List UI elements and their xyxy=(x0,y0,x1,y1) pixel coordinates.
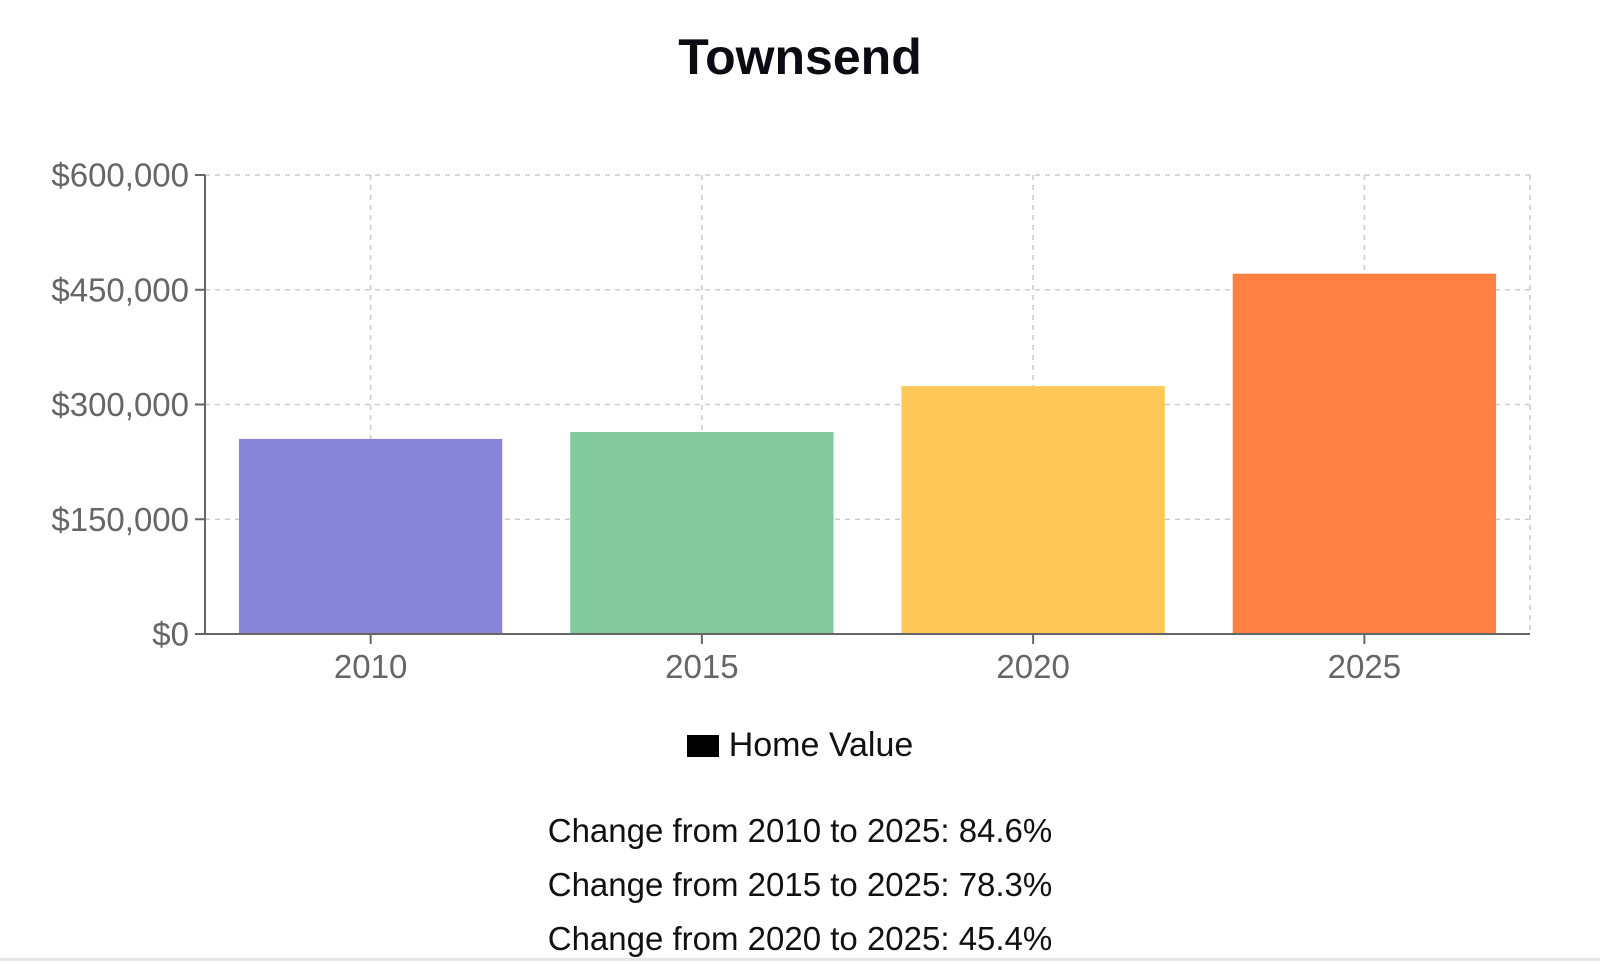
bars xyxy=(238,273,1497,634)
bar-2020 xyxy=(901,386,1165,634)
change-summary: Change from 2010 to 2025: 84.6% Change f… xyxy=(0,804,1600,966)
legend-swatch xyxy=(686,734,719,757)
x-tick-label-2015: 2015 xyxy=(665,648,738,685)
x-tick-label-2020: 2020 xyxy=(996,648,1069,685)
change-line-2010: Change from 2010 to 2025: 84.6% xyxy=(547,812,1053,849)
x-tick-label-2010: 2010 xyxy=(334,648,407,685)
bar-2015 xyxy=(570,432,834,634)
bar-2025 xyxy=(1232,273,1497,634)
y-tick-label-1: $150,000 xyxy=(51,501,189,538)
legend: Home Value xyxy=(0,726,1600,765)
change-line-2015: Change from 2015 to 2025: 78.3% xyxy=(547,866,1053,903)
bottom-divider xyxy=(0,958,1600,961)
chart-title: Townsend xyxy=(678,29,922,85)
y-tick-label-4: $600,000 xyxy=(51,157,189,194)
y-tick-label-0: $0 xyxy=(152,616,189,653)
bar-chart: $0$150,000$300,000$450,000$600,000 2010 2… xyxy=(51,157,1531,685)
change-line-2020: Change from 2020 to 2025: 45.4% xyxy=(547,920,1053,957)
x-axis-ticks: 2010 2015 2020 2025 xyxy=(334,634,1401,685)
y-axis-ticks: $0 $150,000 $300,000 $450,000 $600,000 xyxy=(51,157,205,653)
legend-label: Home Value xyxy=(728,726,914,764)
y-tick-label-2: $300,000 xyxy=(51,386,189,423)
y-tick-label-3: $450,000 xyxy=(51,271,189,308)
x-tick-label-2025: 2025 xyxy=(1328,648,1401,685)
bar-2010 xyxy=(238,438,503,634)
